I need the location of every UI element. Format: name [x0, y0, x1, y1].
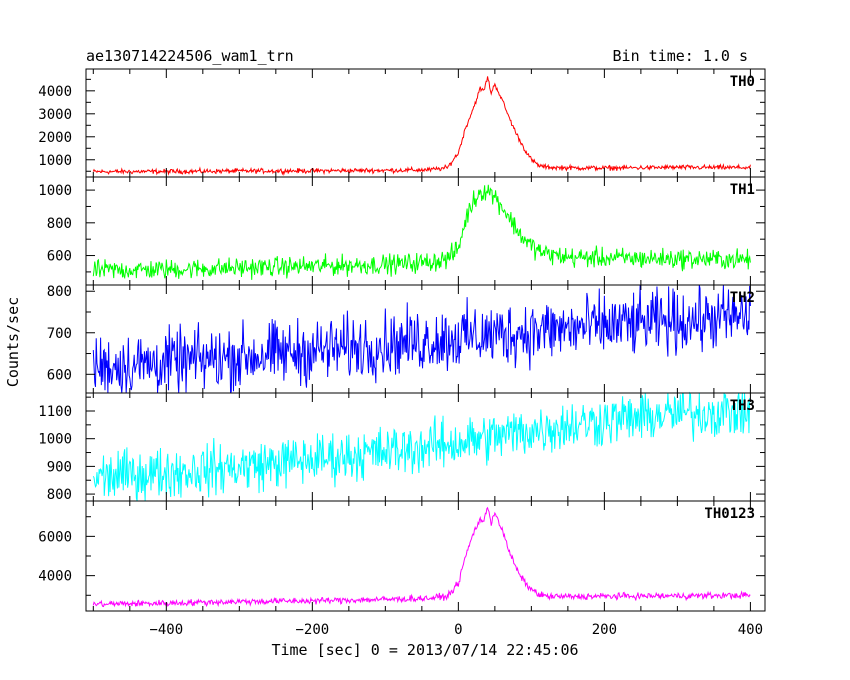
- y-tick-label: 900: [47, 459, 72, 475]
- x-tick-label: −400: [149, 622, 183, 638]
- series-th0123-line: [92, 506, 751, 608]
- x-axis-label: Time [sec] 0 = 2013/07/14 22:45:06: [271, 641, 578, 659]
- y-tick-label: 3000: [38, 107, 72, 123]
- series-label-th1: TH1: [730, 182, 755, 198]
- x-tick-label: −200: [295, 622, 329, 638]
- bin-time-label: Bin time: 1.0 s: [613, 47, 748, 65]
- plot-title: ae130714224506_wam1_trn: [86, 47, 294, 65]
- panel-frame: [85, 68, 766, 178]
- series-label-th0: TH0: [730, 74, 755, 90]
- series-label-th3: TH3: [730, 398, 755, 414]
- series-th3-line: [92, 391, 751, 502]
- y-tick-label: 1100: [38, 404, 72, 420]
- y-axis-label: Counts/sec: [4, 297, 22, 387]
- y-tick-label: 600: [47, 249, 72, 265]
- series-th1-line: [92, 184, 751, 280]
- x-tick-label: 0: [454, 622, 462, 638]
- series-label-th0123: TH0123: [704, 506, 755, 522]
- y-tick-label: 1000: [38, 183, 72, 199]
- x-tick-label: 400: [738, 622, 763, 638]
- y-tick-label: 800: [47, 284, 72, 300]
- y-tick-label: 1000: [38, 153, 72, 169]
- y-tick-label: 2000: [38, 130, 72, 146]
- x-tick-label: 200: [592, 622, 617, 638]
- y-tick-label: 600: [47, 367, 72, 383]
- y-tick-label: 4000: [38, 569, 72, 585]
- series-th0-line: [92, 76, 751, 177]
- y-tick-label: 800: [47, 216, 72, 232]
- y-tick-label: 700: [47, 326, 72, 342]
- y-tick-label: 6000: [38, 529, 72, 545]
- series-th2-line: [92, 284, 751, 394]
- y-tick-label: 4000: [38, 84, 72, 100]
- series-label-th2: TH2: [730, 290, 755, 306]
- y-tick-label: 1000: [38, 432, 72, 448]
- y-tick-label: 800: [47, 487, 72, 503]
